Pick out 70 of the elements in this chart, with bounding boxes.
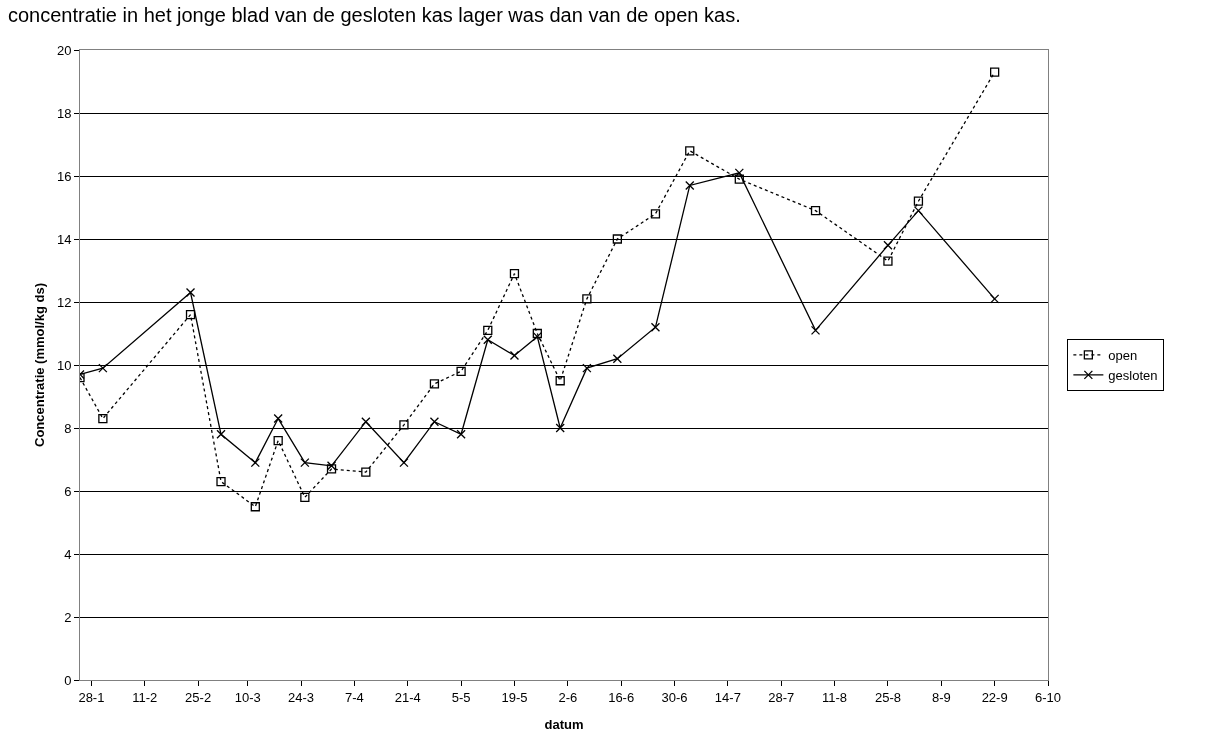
point: [990, 67, 1000, 77]
x-tick-label: 25-8: [874, 689, 901, 705]
x-tick-label: 28-7: [768, 689, 795, 705]
x-tick-label: 28-1: [78, 689, 105, 705]
point: [612, 354, 622, 364]
point: [429, 417, 440, 427]
point: [273, 413, 283, 424]
point: [509, 269, 520, 279]
y-tick-label: 6: [64, 483, 72, 499]
point: [483, 325, 493, 335]
point: [883, 240, 893, 250]
point: [883, 256, 893, 266]
y-tick-label: 0: [64, 672, 72, 688]
y-tick-label: 16: [56, 168, 72, 184]
point: [273, 435, 283, 446]
x-tick-label: 21-4: [394, 689, 421, 705]
point: [216, 429, 226, 439]
point: [913, 206, 924, 216]
legend-label: gesloten: [1108, 367, 1158, 383]
x-tick-label: 14-7: [714, 689, 741, 705]
point: [532, 328, 542, 339]
point: [300, 458, 310, 468]
y-axis-title: Concentratie (mmol/kg ds): [32, 283, 47, 447]
y-tick-label: 10: [56, 357, 72, 373]
point: [483, 335, 493, 345]
point: [913, 196, 924, 206]
point: [456, 429, 466, 439]
point: [216, 476, 226, 487]
y-tick-label: 14: [56, 231, 72, 247]
x-tick-label: 11-8: [822, 689, 848, 705]
point: [300, 492, 310, 502]
x-tick-label: 5-5: [451, 689, 471, 705]
x-tick-label: 11-2: [132, 689, 158, 705]
x-tick-label: 24-3: [288, 689, 315, 705]
point: [399, 420, 409, 430]
x-tick-label: 6-10: [1034, 689, 1062, 705]
legend-label: open: [1108, 348, 1138, 364]
point: [361, 467, 371, 477]
y-tick-label: 2: [64, 609, 72, 625]
x-tick-label: 22-9: [981, 689, 1008, 705]
point: [456, 366, 466, 376]
point: [990, 294, 1000, 304]
point: [685, 180, 695, 191]
x-tick-label: 25-2: [185, 689, 212, 705]
x-tick-label: 30-6: [661, 689, 688, 705]
point: [810, 206, 821, 216]
x-tick-label: 10-3: [234, 689, 261, 705]
point: [555, 376, 565, 386]
y-tick-label: 8: [64, 420, 72, 436]
point: [612, 234, 622, 244]
y-tick-label: 20: [56, 42, 72, 58]
x-tick-label: 2-6: [558, 689, 578, 705]
text: concentratie in het jonge blad van de gesloten kas lager was dan van de open kas.: [7, 3, 742, 28]
x-tick-label: 19-5: [501, 689, 528, 705]
point: [582, 294, 592, 304]
x-tick-label: 16-6: [608, 689, 635, 705]
point: [250, 502, 260, 512]
x-tick-label: 8-9: [931, 689, 951, 705]
point: [361, 417, 371, 427]
point: [429, 379, 440, 389]
x-axis-title: datum: [544, 717, 584, 732]
point: [650, 322, 661, 332]
point: [685, 146, 695, 156]
y-tick-label: 12: [56, 294, 72, 310]
point: [650, 209, 661, 219]
point: [734, 174, 744, 184]
y-tick-label: 4: [64, 546, 72, 562]
y-tick-label: 18: [56, 105, 72, 121]
point: [399, 458, 409, 468]
x-tick-label: 7-4: [344, 689, 364, 705]
